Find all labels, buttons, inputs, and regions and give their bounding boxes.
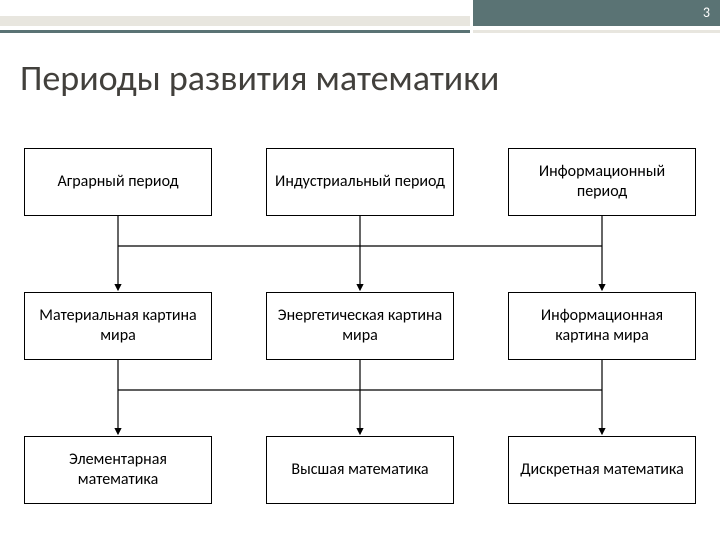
flowchart-row: Материальная картина мира Энергетическая … bbox=[24, 292, 696, 360]
flowchart-node: Элементарная математика bbox=[24, 436, 212, 504]
flowchart-row: Аграрный период Индустриальный период Инфо… bbox=[24, 148, 696, 216]
page-title: Периоды развития математики bbox=[20, 56, 499, 100]
flowchart-row: Элементарная математика Высшая математика… bbox=[24, 436, 696, 504]
flowchart-node: Материальная картина мира bbox=[24, 292, 212, 360]
flowchart-node: Дискретная математика bbox=[508, 436, 696, 504]
flowchart-node: Аграрный период bbox=[24, 148, 212, 216]
header-bar-accent bbox=[473, 0, 720, 26]
flowchart-node: Индустриальный период bbox=[266, 148, 454, 216]
header-underline-accent bbox=[0, 30, 470, 33]
header-underline-light bbox=[473, 30, 720, 33]
page-number: 3 bbox=[703, 4, 710, 21]
flowchart-node: Высшая математика bbox=[266, 436, 454, 504]
slide: 3 Периоды развития математики Аграрный п… bbox=[0, 0, 720, 540]
flowchart-node: Информационный период bbox=[508, 148, 696, 216]
flowchart: Аграрный период Индустриальный период Инфо… bbox=[24, 148, 696, 518]
header-bar-light bbox=[0, 16, 470, 26]
flowchart-node: Информационная картина мира bbox=[508, 292, 696, 360]
flowchart-node: Энергетическая картина мира bbox=[266, 292, 454, 360]
